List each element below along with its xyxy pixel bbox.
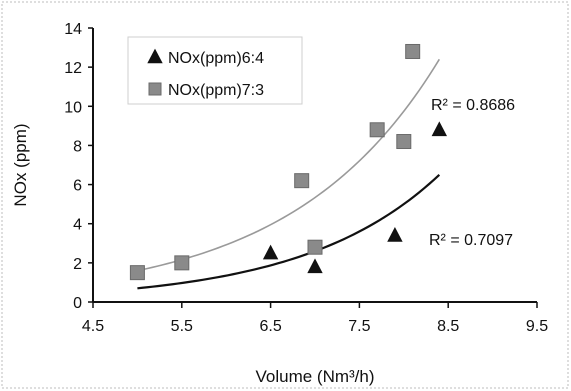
x-tick-label: 7.5 (348, 318, 370, 335)
data-point-series-2 (307, 239, 323, 255)
data-points (129, 43, 448, 281)
x-tick-label: 5.5 (171, 318, 193, 335)
data-point-series-2 (129, 265, 145, 281)
annotations: R² = 0.7097 R² = 0.8686 (429, 97, 515, 249)
legend-marker-series-1 (147, 48, 163, 64)
y-tick-label: 4 (73, 217, 82, 234)
x-tick-label: 4.5 (82, 318, 104, 335)
y-tick-label: 14 (64, 21, 82, 38)
r-squared-label-series-2: R² = 0.8686 (431, 97, 515, 114)
x-axis-title: Volume (Nm³/h) (255, 367, 374, 386)
axes: 0 2 4 6 8 10 12 14 4.5 5.5 6.5 7.5 8.5 9.5 Volume (Nm³… (11, 21, 548, 386)
data-point-series-1 (307, 258, 323, 274)
data-point-series-2 (294, 173, 310, 189)
x-tick-label: 6.5 (259, 318, 281, 335)
y-tick-label: 0 (73, 295, 82, 312)
data-point-series-2 (174, 255, 190, 271)
data-point-series-1 (262, 244, 279, 260)
y-tick-label: 2 (73, 256, 82, 273)
legend: NOx(ppm)6:4 NOx(ppm)7:3 (127, 36, 303, 105)
x-tick-label: 8.5 (437, 318, 459, 335)
data-point-series-2 (405, 43, 421, 59)
x-tick-label: 9.5 (526, 318, 548, 335)
y-tick-label: 10 (64, 99, 82, 116)
y-tick-label: 8 (73, 138, 82, 155)
y-tick-label: 6 (73, 178, 82, 195)
data-point-series-1 (387, 227, 403, 242)
legend-marker-series-2 (148, 82, 162, 96)
r-squared-label-series-1: R² = 0.7097 (429, 232, 513, 249)
trendline-series-1 (137, 173, 441, 290)
legend-label-series-1: NOx(ppm)6:4 (168, 50, 264, 67)
legend-label-series-2: NOx(ppm)7:3 (168, 82, 264, 99)
y-axis-title: NOx (ppm) (11, 123, 30, 206)
data-point-series-1 (431, 121, 448, 137)
data-point-series-2 (396, 134, 412, 150)
y-tick-label: 12 (64, 60, 82, 77)
data-point-series-2 (369, 122, 385, 138)
